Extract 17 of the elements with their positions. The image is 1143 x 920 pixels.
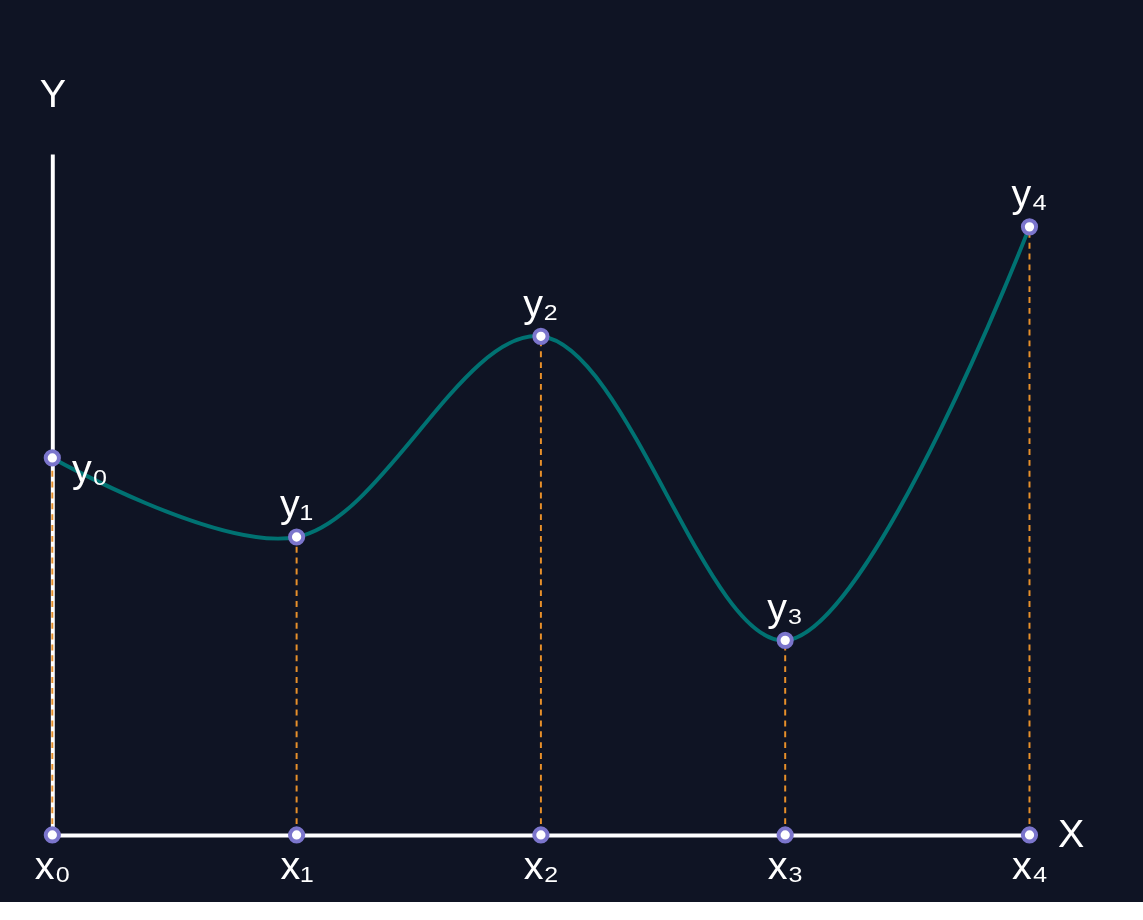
- y-axis-title: Y: [39, 71, 66, 116]
- point: [532, 826, 550, 844]
- x-tick-label: x₀: [34, 842, 71, 887]
- point: [776, 826, 794, 844]
- x-axis-title: X: [1057, 811, 1085, 856]
- x-tick-label: x₄: [1012, 842, 1048, 887]
- x-tick-label: x₁: [280, 842, 314, 887]
- point: [1020, 826, 1039, 844]
- point: [43, 826, 61, 844]
- annotation: y₂: [523, 280, 559, 325]
- x-tick-label: x₂: [523, 842, 559, 887]
- annotation: y₃: [767, 584, 804, 629]
- annotation: y₄: [1011, 171, 1048, 216]
- x-tick-label: x₃: [767, 842, 804, 887]
- annotation: y₁: [280, 481, 314, 526]
- point: [288, 826, 306, 844]
- annotation: y₀: [72, 445, 109, 490]
